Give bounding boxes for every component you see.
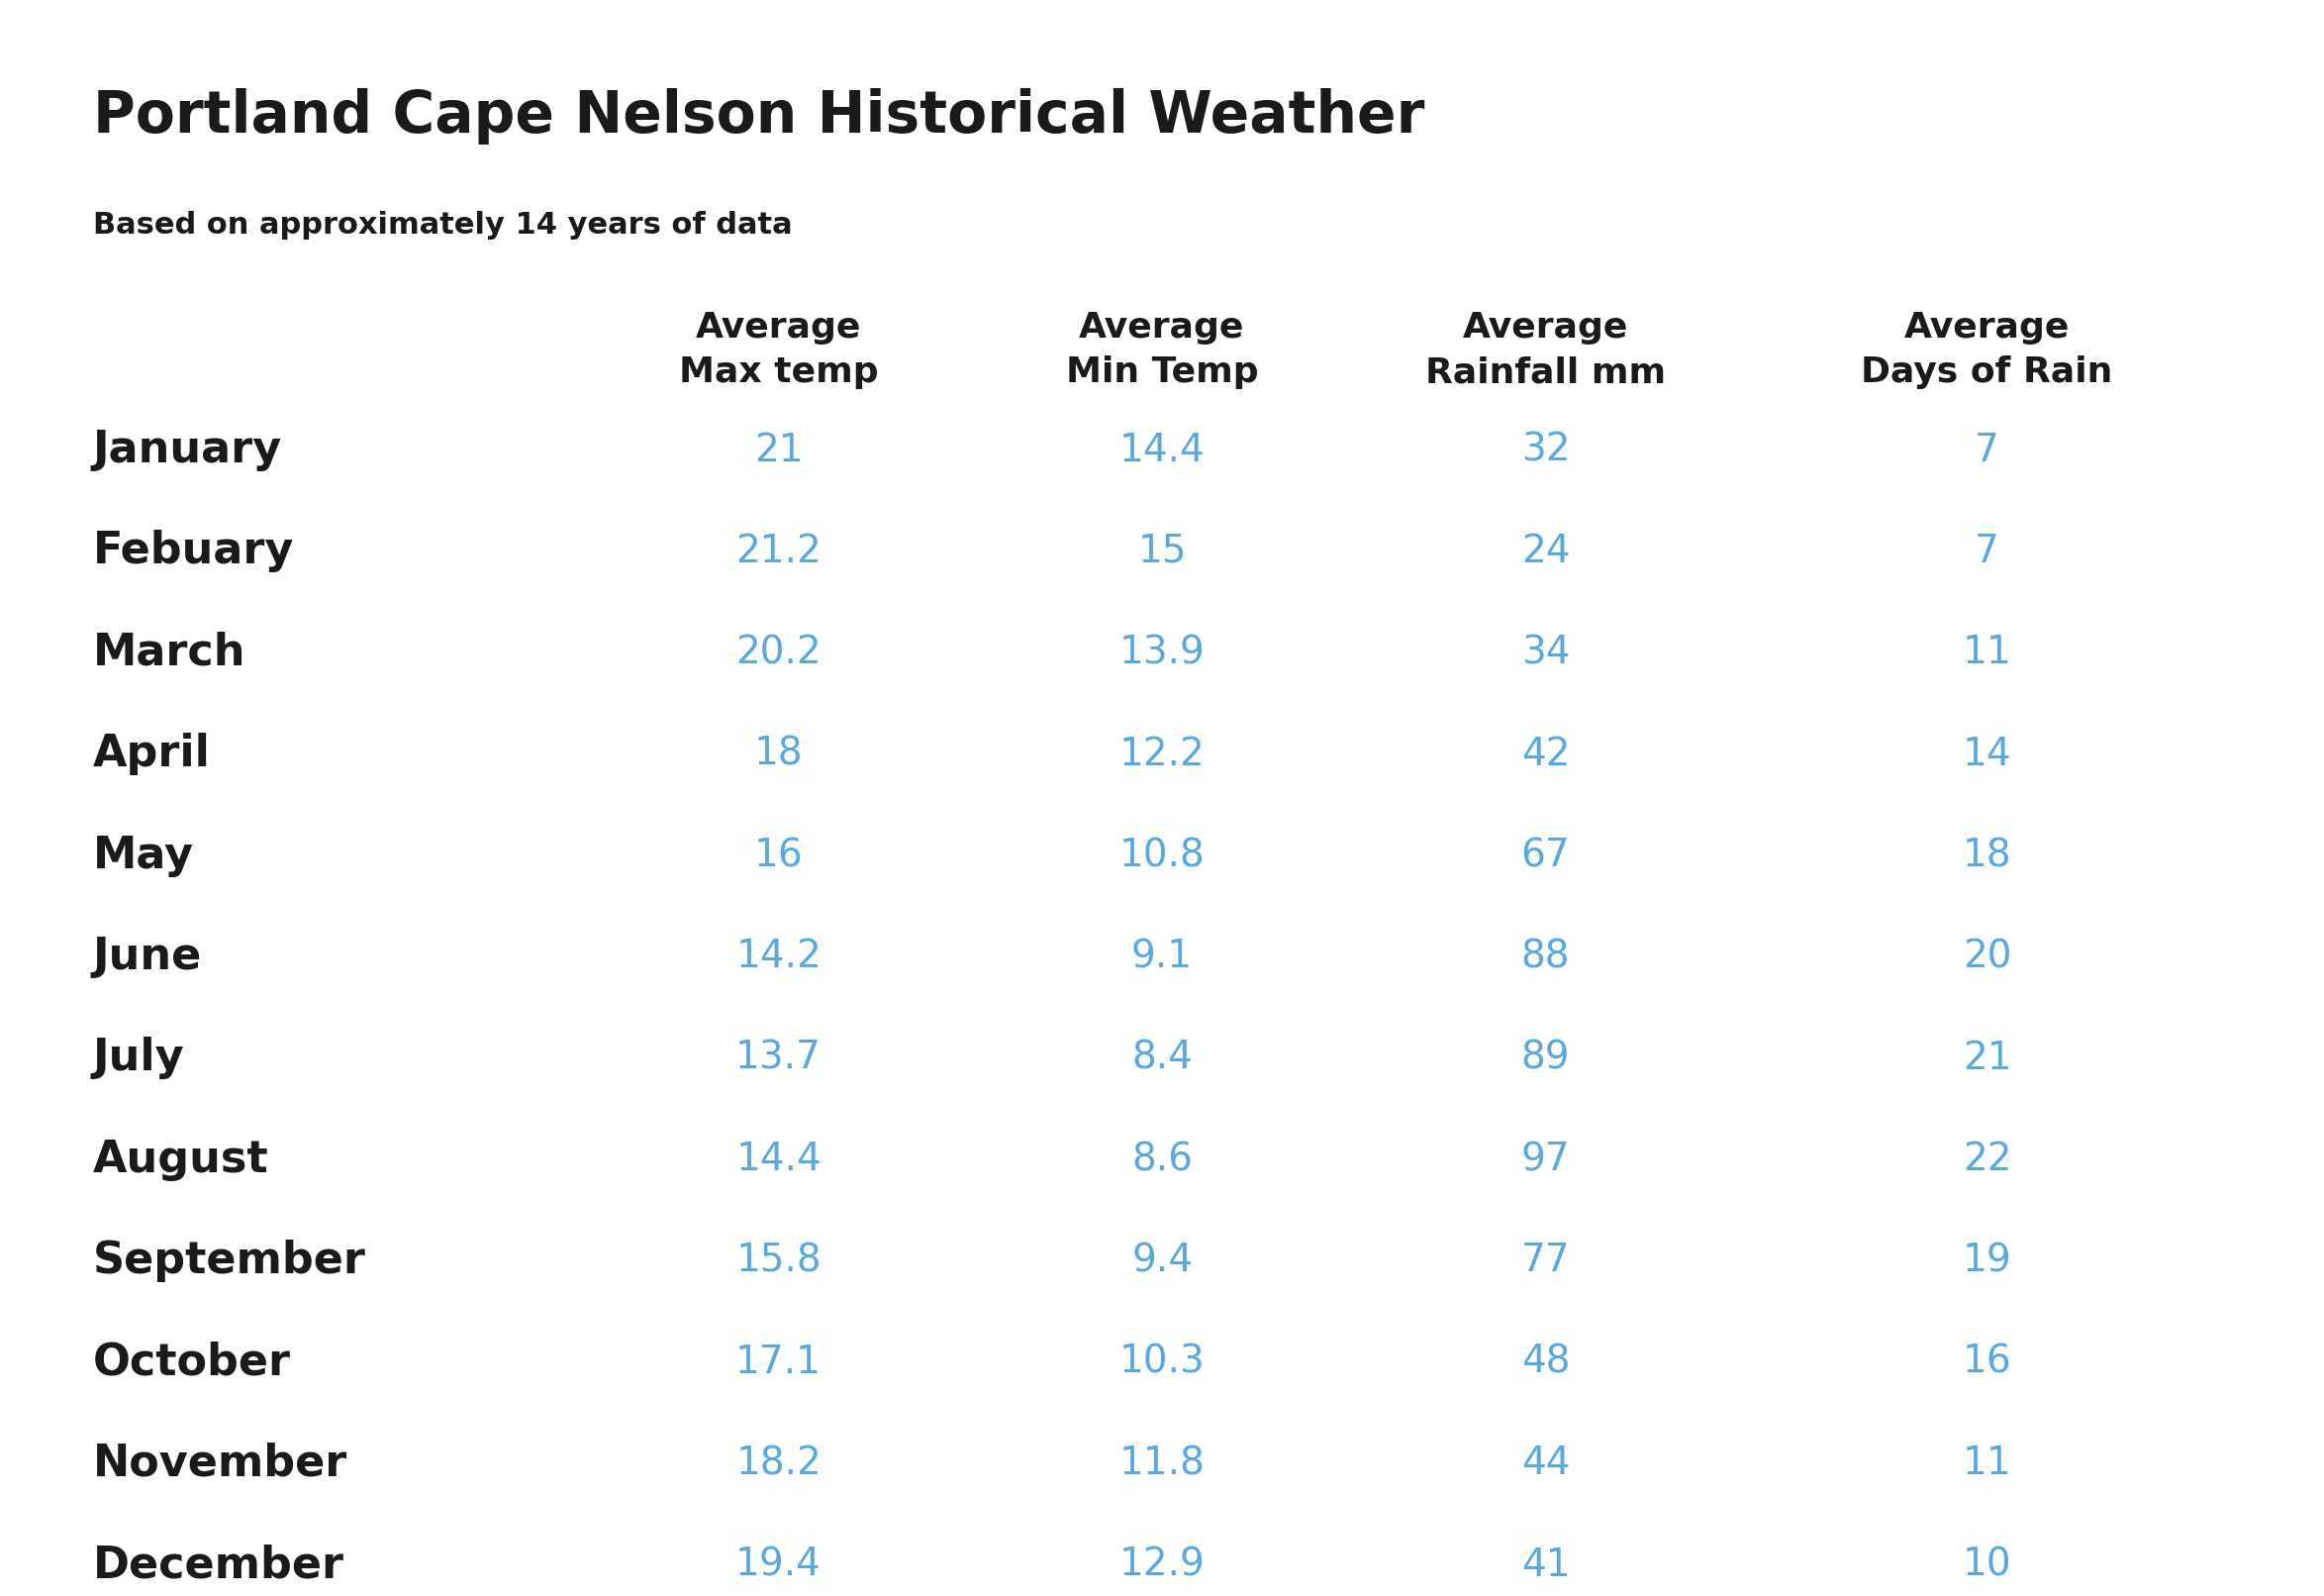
Text: 16: 16 — [1961, 1344, 2013, 1381]
Text: Portland Cape Nelson Historical Weather: Portland Cape Nelson Historical Weather — [93, 88, 1425, 144]
Text: 14.2: 14.2 — [737, 938, 820, 975]
Text: 9.1: 9.1 — [1132, 938, 1192, 975]
Text: 7: 7 — [1975, 533, 1999, 570]
Text: 24: 24 — [1520, 533, 1571, 570]
Text: 44: 44 — [1520, 1444, 1571, 1483]
Text: 21: 21 — [753, 431, 804, 469]
Text: 89: 89 — [1520, 1039, 1571, 1077]
Text: 14.4: 14.4 — [1120, 431, 1204, 469]
Text: Average
Rainfall mm: Average Rainfall mm — [1425, 311, 1666, 389]
Text: 13.9: 13.9 — [1120, 634, 1204, 672]
Text: 15: 15 — [1136, 533, 1188, 570]
Text: December: December — [93, 1543, 344, 1586]
Text: 20.2: 20.2 — [737, 634, 820, 672]
Text: January: January — [93, 429, 281, 471]
Text: October: October — [93, 1341, 290, 1384]
Text: 32: 32 — [1520, 431, 1571, 469]
Text: March: March — [93, 632, 246, 674]
Text: Average
Min Temp: Average Min Temp — [1067, 311, 1257, 389]
Text: 18: 18 — [753, 736, 804, 772]
Text: 16: 16 — [753, 836, 804, 875]
Text: 18: 18 — [1961, 836, 2013, 875]
Text: 14.4: 14.4 — [737, 1141, 820, 1178]
Text: 12.2: 12.2 — [1120, 736, 1204, 772]
Text: 21: 21 — [1961, 1039, 2013, 1077]
Text: 19: 19 — [1961, 1242, 2013, 1280]
Text: 10.3: 10.3 — [1120, 1344, 1204, 1381]
Text: July: July — [93, 1037, 184, 1079]
Text: 67: 67 — [1520, 836, 1571, 875]
Text: 8.6: 8.6 — [1132, 1141, 1192, 1178]
Text: 7: 7 — [1975, 431, 1999, 469]
Text: 42: 42 — [1520, 736, 1571, 772]
Text: Febuary: Febuary — [93, 530, 295, 573]
Text: 97: 97 — [1520, 1141, 1571, 1178]
Text: 9.4: 9.4 — [1132, 1242, 1192, 1280]
Text: 11: 11 — [1961, 634, 2013, 672]
Text: 8.4: 8.4 — [1132, 1039, 1192, 1077]
Text: 15.8: 15.8 — [737, 1242, 820, 1280]
Text: 19.4: 19.4 — [737, 1547, 820, 1583]
Text: November: November — [93, 1443, 349, 1484]
Text: 10.8: 10.8 — [1120, 836, 1204, 875]
Text: Average
Days of Rain: Average Days of Rain — [1862, 311, 2113, 389]
Text: September: September — [93, 1240, 365, 1282]
Text: 18.2: 18.2 — [737, 1444, 820, 1483]
Text: 48: 48 — [1520, 1344, 1571, 1381]
Text: August: August — [93, 1138, 270, 1181]
Text: 20: 20 — [1961, 938, 2013, 975]
Text: 77: 77 — [1520, 1242, 1571, 1280]
Text: 22: 22 — [1961, 1141, 2013, 1178]
Text: 34: 34 — [1520, 634, 1571, 672]
Text: Based on approximately 14 years of data: Based on approximately 14 years of data — [93, 211, 792, 239]
Text: 10: 10 — [1961, 1547, 2013, 1583]
Text: April: April — [93, 733, 211, 776]
Text: 88: 88 — [1520, 938, 1571, 975]
Text: 12.9: 12.9 — [1120, 1547, 1204, 1583]
Text: 14: 14 — [1961, 736, 2013, 772]
Text: 21.2: 21.2 — [737, 533, 820, 570]
Text: 41: 41 — [1520, 1547, 1571, 1583]
Text: June: June — [93, 935, 202, 978]
Text: May: May — [93, 835, 193, 876]
Text: 11.8: 11.8 — [1120, 1444, 1204, 1483]
Text: 17.1: 17.1 — [734, 1344, 823, 1381]
Text: Average
Max temp: Average Max temp — [679, 311, 878, 389]
Text: 13.7: 13.7 — [737, 1039, 820, 1077]
Text: 11: 11 — [1961, 1444, 2013, 1483]
